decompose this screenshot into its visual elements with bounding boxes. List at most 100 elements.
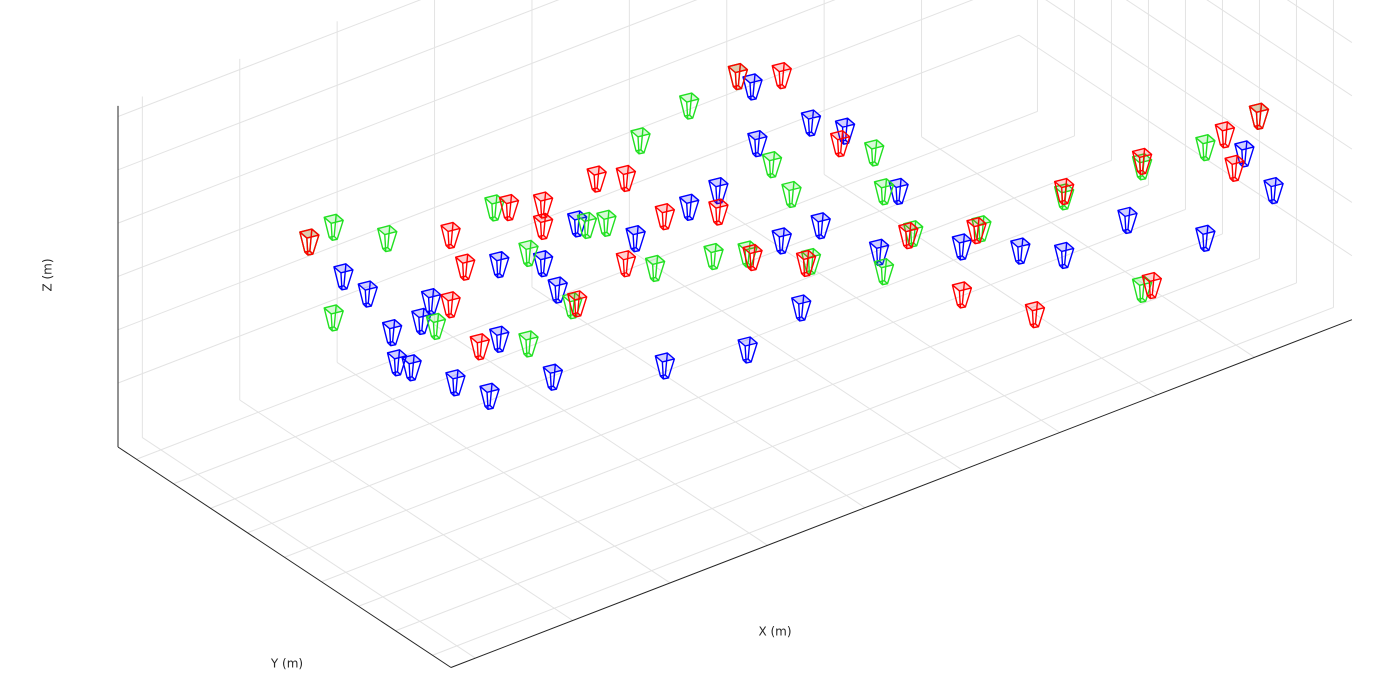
camera: [1195, 133, 1216, 162]
camera: [810, 212, 831, 240]
camera: [708, 198, 729, 226]
camera: [951, 233, 973, 261]
grid: [117, 0, 1353, 659]
z-axis-label: Z (m): [41, 258, 55, 291]
y-axis-label: Y (m): [270, 657, 303, 671]
camera: [703, 242, 724, 271]
camera: [873, 258, 895, 286]
camera: [454, 253, 476, 281]
camera: [357, 280, 378, 308]
grid-line: [117, 0, 560, 171]
grid-line: [1206, 0, 1353, 97]
camera: [829, 130, 851, 158]
camera: [795, 249, 817, 278]
camera: [654, 203, 676, 231]
camera: [445, 369, 466, 397]
camera: [737, 336, 758, 364]
camera: [532, 250, 554, 278]
camera: [532, 212, 554, 241]
camera: [323, 213, 344, 242]
grid-line: [117, 0, 422, 118]
camera: [299, 228, 320, 256]
camera: [386, 349, 408, 377]
camera: [576, 211, 598, 240]
camera: [489, 325, 510, 353]
grid-line: [1125, 0, 1353, 150]
camera: [440, 221, 461, 250]
camera: [1024, 301, 1046, 329]
camera: [727, 62, 749, 91]
grid-line: [173, 135, 1075, 485]
grid-line: [395, 282, 1297, 632]
camera: [951, 281, 973, 309]
grid-line: [117, 0, 698, 224]
grid-line: [117, 34, 1020, 384]
grid-line: [321, 233, 1223, 583]
camera: [323, 304, 344, 332]
camera: [1010, 237, 1031, 265]
camera: [761, 151, 783, 179]
camera: [518, 239, 539, 268]
camera: [469, 333, 490, 361]
x-axis-line: [450, 319, 1353, 668]
camera: [1214, 121, 1236, 149]
camera: [708, 177, 729, 205]
camera: [381, 318, 403, 347]
camera: [630, 127, 651, 155]
camera: [596, 209, 617, 238]
camera: [966, 216, 987, 245]
camera: [1131, 147, 1153, 176]
grid-line: [1018, 34, 1353, 257]
camera: [440, 291, 461, 319]
camera: [679, 193, 700, 222]
camera: [898, 221, 919, 250]
camera: [411, 307, 432, 336]
camera: [1131, 275, 1153, 304]
x-axis-label: X (m): [758, 625, 791, 639]
camera: [771, 61, 792, 90]
camera: [489, 250, 510, 279]
camera: [864, 139, 885, 167]
camera: [1195, 224, 1216, 252]
camera: [567, 290, 588, 318]
camera: [771, 227, 792, 255]
grid-line: [136, 110, 1038, 460]
camera: [586, 165, 607, 193]
camera: [518, 330, 539, 358]
camera: [644, 254, 666, 283]
camera: [1117, 206, 1138, 235]
grid-line: [117, 0, 836, 277]
camera: [1234, 140, 1255, 168]
camera: [498, 193, 520, 222]
camera: [333, 263, 354, 291]
grid-line: [1286, 0, 1353, 43]
camera: [873, 178, 895, 206]
camera: [615, 250, 637, 278]
grid-line: [432, 306, 1334, 656]
camera: [654, 352, 676, 380]
camera: [742, 243, 763, 272]
camera: [747, 129, 768, 158]
camera: [742, 73, 763, 101]
camera: [1053, 177, 1075, 206]
camera: [1053, 183, 1075, 211]
camera: [1263, 176, 1284, 205]
grid-line: [210, 159, 1112, 509]
camera: [679, 92, 700, 120]
camera: [1224, 154, 1245, 183]
camera: [1248, 102, 1270, 131]
grid-line: [284, 208, 1186, 558]
camera: [800, 109, 822, 137]
grid-line: [1045, 0, 1353, 203]
camera: [479, 382, 500, 411]
camera: [1053, 241, 1075, 270]
camera: [377, 224, 398, 253]
grid-line: [247, 184, 1149, 534]
cameras: [299, 61, 1284, 411]
camera: [868, 238, 890, 267]
camera: [615, 164, 637, 193]
axes: [117, 105, 1353, 668]
camera: [401, 354, 422, 382]
